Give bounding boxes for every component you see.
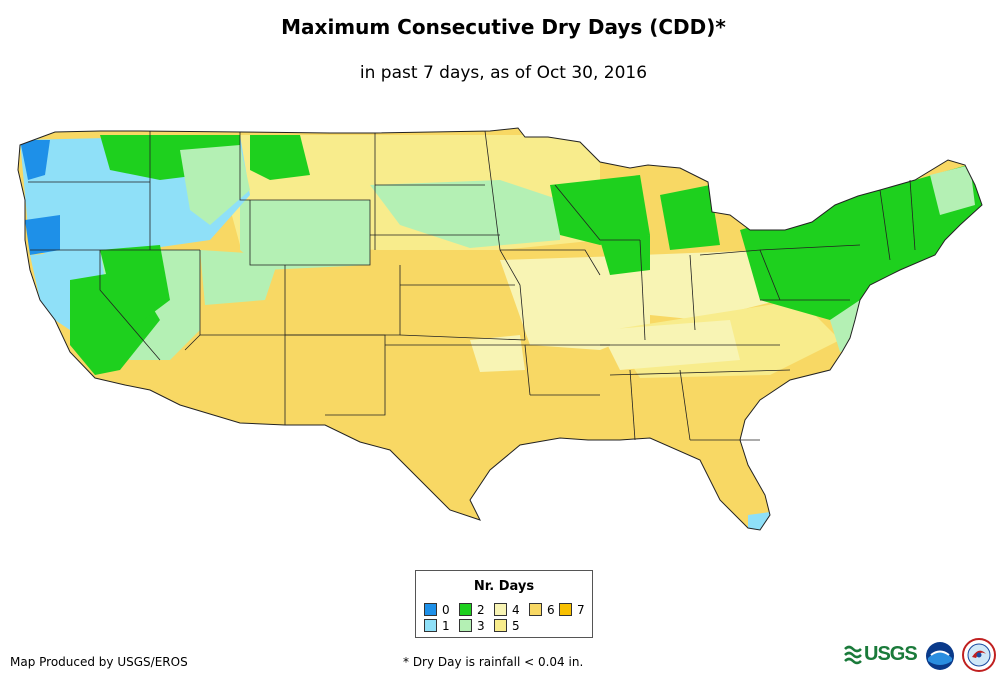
- fill-3-days-idaho: [180, 145, 250, 225]
- legend-swatch-3: [459, 619, 472, 632]
- legend-label-4: 4: [512, 603, 520, 617]
- border-nh-me: [909, 179, 916, 251]
- legend-item-5: 5: [494, 619, 520, 632]
- legend-item-3: 3: [459, 619, 485, 632]
- legend-swatch-1: [424, 619, 437, 632]
- fill-3-days-maine: [930, 165, 975, 215]
- legend-label-3: 3: [477, 619, 485, 633]
- legend-label-0: 0: [442, 603, 450, 617]
- fill-3-days-wyoming: [240, 200, 370, 270]
- map-title: Maximum Consecutive Dry Days (CDD)*: [281, 15, 726, 39]
- border-new-mexico: [285, 334, 386, 416]
- border-ms-al: [629, 369, 636, 441]
- legend-item-1: 1: [424, 619, 450, 632]
- usgs-logo: USGS: [844, 643, 918, 666]
- legend-label-7: 7: [577, 603, 585, 617]
- legend-label-6: 6: [547, 603, 555, 617]
- precipitation-fill: [18, 128, 982, 530]
- fill-2-days-michigan: [660, 185, 720, 250]
- border-al-ga: [679, 369, 691, 441]
- fill-2-days-montana: [250, 135, 310, 180]
- fill-4-days-oklahoma: [470, 335, 525, 372]
- border-ks-ok: [399, 334, 526, 341]
- legend-swatch-7: [559, 603, 572, 616]
- legend-swatch-4: [494, 603, 507, 616]
- border-pa-ny: [759, 244, 861, 251]
- fill-4-days-ohio: [640, 250, 780, 320]
- fill-0-days-washington-coast: [20, 140, 50, 180]
- fill-1-day-florida-tip: [748, 512, 770, 530]
- border-plains-east: [484, 130, 526, 341]
- border-vt-nh: [879, 189, 891, 261]
- border-iowa: [500, 249, 601, 276]
- border-id-mt: [239, 132, 250, 201]
- legend-swatch-0: [424, 603, 437, 616]
- state-boundaries: [28, 130, 916, 441]
- usgs-wordmark: USGS: [864, 643, 918, 665]
- fill-2-days-wisconsin: [550, 175, 650, 245]
- legend-item-2: 2: [459, 603, 485, 616]
- border-in-oh: [689, 254, 696, 331]
- border-mn-wi: [554, 184, 640, 241]
- border-il-in: [639, 239, 646, 341]
- fill-2-days-illinois: [600, 235, 650, 275]
- legend: Nr. Days 0 1 2 3 4 5 6 7: [415, 570, 593, 638]
- legend-swatch-6: [529, 603, 542, 616]
- map-subtitle: in past 7 days, as of Oct 30, 2016: [359, 63, 648, 83]
- legend-swatch-2: [459, 603, 472, 616]
- nws-logo-icon: [962, 638, 996, 672]
- legend-swatch-5: [494, 619, 507, 632]
- border-ca-nv: [99, 250, 161, 361]
- legend-item-0: 0: [424, 603, 450, 616]
- fill-4-days-central: [500, 255, 650, 350]
- noaa-logo-icon: [926, 642, 954, 670]
- fill-3-days-dakotas: [370, 180, 560, 248]
- border-tn-south: [609, 369, 791, 376]
- usgs-waves-icon: [844, 645, 862, 664]
- us-outline: [17, 127, 983, 531]
- legend-title: Nr. Days: [473, 579, 535, 594]
- legend-item-7: 7: [559, 603, 585, 616]
- legend-item-6: 6: [529, 603, 555, 616]
- legend-label-5: 5: [512, 619, 520, 633]
- fill-2-days-nevada-west: [100, 245, 170, 330]
- legend-label-2: 2: [477, 603, 485, 617]
- legend-item-4: 4: [494, 603, 520, 616]
- dry-day-footnote: * Dry Day is rainfall < 0.04 in.: [403, 655, 584, 669]
- fill-1-day-california-north: [30, 250, 105, 330]
- border-wyoming: [249, 199, 371, 266]
- fill-3-days-utah: [200, 250, 280, 305]
- fill-0-days-oregon-coast: [25, 215, 60, 255]
- legend-label-1: 1: [442, 619, 450, 633]
- producer-credit: Map Produced by USGS/EROS: [10, 655, 188, 669]
